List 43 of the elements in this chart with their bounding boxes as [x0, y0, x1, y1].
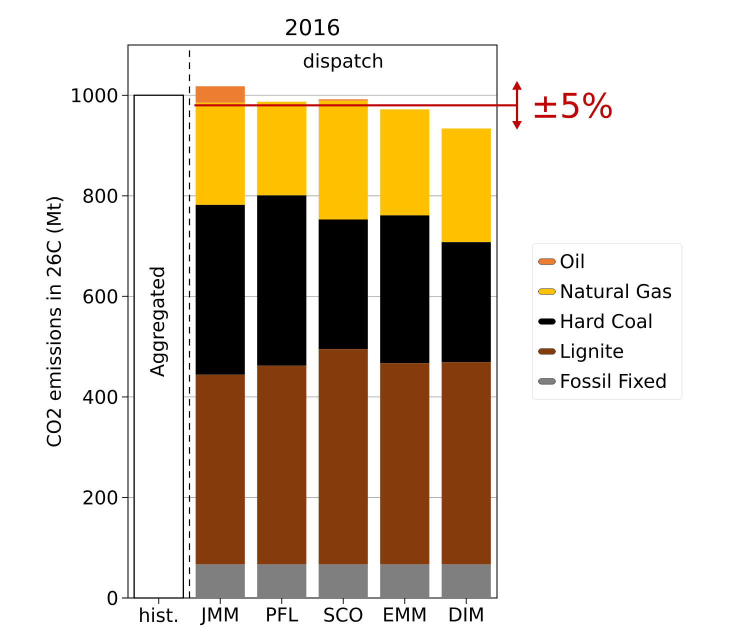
legend-label: Fossil Fixed — [562, 373, 666, 388]
annotation: dispatch — [304, 53, 382, 72]
x-tick-label: DIM — [450, 608, 483, 622]
bar — [196, 102, 245, 205]
bar — [196, 374, 245, 564]
bar — [318, 100, 368, 220]
x-tick-label: PFL — [267, 608, 298, 622]
bar — [380, 564, 430, 598]
y-tick-label: 600 — [84, 289, 118, 304]
bar — [380, 109, 430, 216]
bar — [318, 349, 368, 564]
y-tick-label: 200 — [84, 490, 118, 505]
bar — [257, 195, 306, 366]
y-axis-title: CO2 emissions in 26C (Mt) — [46, 197, 64, 446]
x-tick-label: hist. — [140, 608, 178, 622]
bar — [318, 219, 368, 350]
bar — [257, 102, 306, 196]
bar — [442, 564, 491, 598]
y-tick-label: 1000 — [72, 88, 118, 102]
chart-title: 2016 — [286, 18, 340, 36]
legend-label: Hard Coal — [562, 314, 652, 328]
bar — [257, 564, 306, 598]
y-tick-label: 0 — [108, 590, 118, 606]
legend-label: Oil — [560, 254, 584, 268]
bar — [442, 242, 491, 362]
bar — [442, 362, 491, 564]
annotation: Aggregated — [150, 268, 168, 377]
legend-label: Lignite — [562, 343, 624, 362]
bar — [257, 366, 306, 564]
bar — [442, 128, 491, 242]
legend-label: Natural Gas — [562, 284, 672, 298]
y-tick-label: 800 — [84, 188, 118, 203]
x-tick-label: EMM — [384, 608, 426, 622]
x-tick-label: SCO — [324, 608, 362, 622]
bar — [318, 564, 368, 598]
bar — [196, 204, 245, 375]
bar — [380, 215, 430, 364]
bar — [196, 86, 245, 103]
x-tick-label: JMM — [200, 608, 238, 626]
y-tick-label: 400 — [83, 390, 118, 404]
bar — [196, 564, 245, 598]
bar — [380, 363, 430, 564]
text: ±5% — [534, 92, 612, 118]
